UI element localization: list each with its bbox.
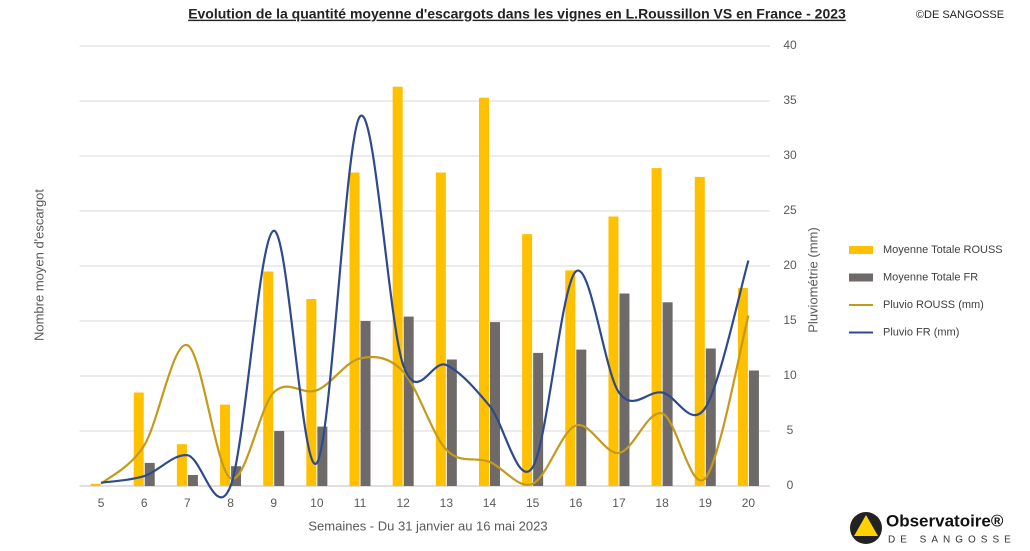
bar [748,370,759,486]
x-tick-label: 14 [483,496,497,510]
legend-label: Moyenne Totale FR [883,271,978,283]
bar [608,216,619,486]
bar [360,321,371,486]
bar [737,288,748,486]
bar [705,348,716,486]
y2-tick-label: 25 [783,203,797,217]
chart-title: Evolution de la quantité moyenne d'escar… [188,6,846,22]
y2-tick-label: 5 [787,423,794,437]
logo-triangle [854,515,878,536]
bar [565,270,576,486]
x-tick-label: 7 [184,496,191,510]
y2-tick-label: 15 [783,313,797,327]
y2-tick-label: 40 [783,38,797,52]
bar [403,316,414,486]
x-tick-label: 15 [526,496,540,510]
bar [392,86,403,486]
y-axis-label: Nombre moyen d'escargot [31,189,46,341]
bar [349,172,360,486]
bar [133,392,144,486]
x-tick-label: 12 [396,496,410,510]
x-axis-label: Semaines - Du 31 janvier au 16 mai 2023 [308,518,547,533]
y2-tick-label: 0 [787,478,794,492]
line [100,114,750,499]
y2-tick-label: 20 [783,258,797,272]
legend-swatch [849,246,873,254]
bar [317,426,328,486]
bar [651,168,662,486]
bar [263,271,274,486]
logo: Observatoire® DE SANGOSSE [850,511,1016,546]
x-tick-label: 19 [699,496,713,510]
bar [435,172,446,486]
x-tick-label: 6 [141,496,148,510]
y2-axis-label: Pluviométrie (mm) [805,227,820,332]
bar [274,431,285,486]
copyright: ©DE SANGOSSE [916,9,1004,21]
x-tick-label: 5 [98,496,105,510]
x-tick-label: 20 [742,496,756,510]
x-tick-label: 9 [270,496,277,510]
x-tick-label: 17 [612,496,626,510]
bar [489,322,500,486]
bar [220,404,231,486]
bar [90,483,101,486]
bar [522,234,533,486]
x-tick-label: 8 [227,496,234,510]
bar [176,444,187,486]
x-tick-label: 18 [655,496,669,510]
legend-label: Pluvio ROUSS (mm) [883,299,984,311]
bar [694,176,705,486]
x-tick-label: 13 [440,496,454,510]
x-tick-label: 10 [310,496,324,510]
bar [446,359,457,486]
x-tick-label: 16 [569,496,583,510]
logo-subtitle: DE SANGOSSE [888,535,1016,546]
legend-label: Pluvio FR (mm) [883,326,959,338]
y2-tick-label: 30 [783,148,797,162]
x-tick-label: 11 [354,496,367,510]
y2-tick-label: 10 [783,368,797,382]
bar [533,352,544,486]
legend-swatch [849,273,873,282]
bar [576,349,587,486]
legend-label: Moyenne Totale ROUSS [883,244,1003,256]
y2-tick-label: 35 [783,93,797,107]
logo-title: Observatoire® [886,511,1004,530]
line [100,315,750,486]
bar [619,293,630,486]
bar [478,97,489,486]
bar [187,475,198,486]
